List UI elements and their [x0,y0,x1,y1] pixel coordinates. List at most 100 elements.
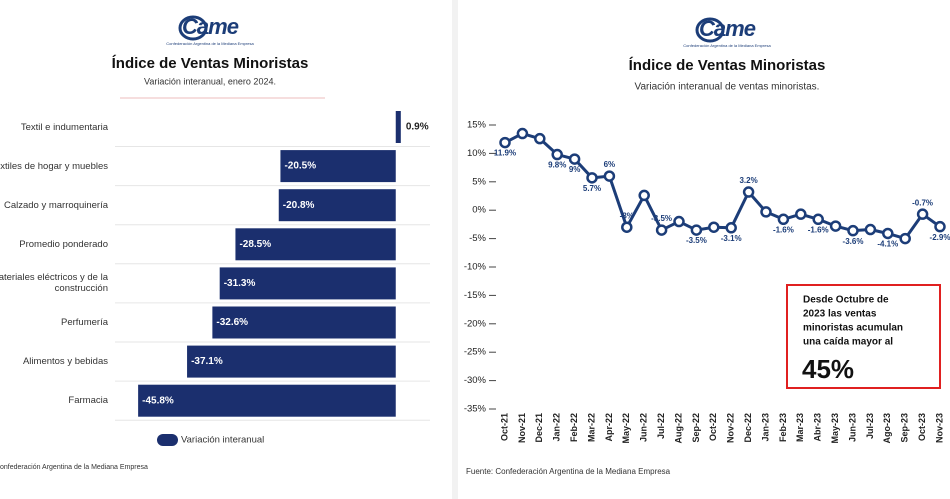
value-label: 11.9% [494,149,516,158]
y-tick-label: 10% [467,148,487,159]
value-label: -32.6% [216,317,248,328]
bar [138,384,396,417]
point [742,186,755,198]
x-tick-label: Dec-22 [743,413,753,443]
value-label: -3.1% [721,234,742,243]
point [534,132,546,145]
logo-caption: Confederación Argentina de la Mediana Em… [683,43,771,48]
point [621,221,633,233]
point [690,224,703,236]
x-tick-label: Jun-23 [847,413,857,442]
y-tick-label: -30% [464,375,487,386]
value-label: -3.5% [651,214,672,223]
point [847,224,859,237]
logo-ring [178,15,208,41]
point [795,208,807,220]
value-label: -3.6% [843,237,864,246]
annotation-line: una caída mayor al [803,337,893,348]
annotation-box [786,284,941,389]
legend-swatch [157,434,178,446]
point [708,221,720,233]
logo: Came [699,16,756,41]
bar [280,150,396,183]
value-label: 5.7% [583,184,601,193]
value-label: -45.8% [142,395,174,406]
category-label: Perfumería [61,317,108,328]
x-tick-label: Oct-21 [499,413,509,441]
point [882,227,894,240]
logo-caption: Confederación Argentina de la Mediana Em… [166,41,254,46]
x-tick-label: Feb-23 [778,413,788,442]
y-tick-label: -35% [464,404,487,415]
x-tick-label: Sep-23 [900,413,910,443]
y-tick-label: -5% [469,233,486,244]
value-label: -31.3% [224,278,256,289]
y-tick-label: -25% [464,347,487,358]
x-tick-label: Nov-23 [934,413,944,443]
bar [187,345,396,378]
source: Fuente: Confederación Argentina de la Me… [466,467,671,476]
category-label: Farmacia [68,395,108,407]
x-tick-label: Mar-23 [795,413,805,442]
point [812,213,824,226]
point [899,232,911,245]
x-tick-label: Jul-23 [865,413,875,439]
category-label: e, materiales eléctricos y de la constru… [0,272,108,295]
x-tick-label: Abr-23 [813,413,823,442]
logo-ring [695,17,725,43]
point [829,220,842,232]
legend-label: Variación interanual [181,435,264,446]
category-label: Textil e indumentaria [20,121,108,133]
point [864,223,877,236]
x-tick-label: Nov-21 [517,413,527,443]
x-tick-label: May-22 [621,413,631,444]
divider [452,0,458,499]
y-tick-label: 15% [467,120,487,131]
point [499,136,511,149]
point [568,153,581,165]
value-label: -37.1% [191,356,223,367]
point [916,208,929,220]
y-tick-label: -10% [464,262,487,273]
value-label: -1.6% [773,225,794,234]
point [655,224,668,236]
x-tick-label: Mar-22 [586,413,596,442]
x-tick-label: May-23 [830,413,840,444]
x-tick-label: Jan-22 [552,413,562,442]
logo: Came [182,14,239,39]
category-label: Alimentos y bebidas [22,356,108,368]
category-label: Promedio ponderado [19,238,108,250]
point [516,127,529,140]
value-label: -28.5% [239,239,271,250]
x-tick-label: Sep-22 [691,413,701,443]
bar [235,228,396,261]
point [603,170,616,182]
x-tick-label: Jan-23 [760,413,770,442]
point [760,206,772,218]
point [638,189,650,202]
annotation-line: Desde Octubre de [803,295,889,306]
point [673,215,685,228]
point [551,148,563,161]
value-label: 3.2% [739,176,757,185]
value-label: 6% [604,160,616,169]
annotation-line: 2023 las ventas [803,309,877,320]
point [586,172,598,184]
point [777,213,790,226]
bar [212,306,396,339]
chart-title: Índice de Ventas Minoristas [629,57,826,74]
category-label: decoración, textiles de hogar y muebles [0,160,108,172]
x-tick-label: Nov-22 [726,413,736,443]
value-label: 0.9% [406,122,429,133]
y-tick-label: 5% [472,176,486,187]
value-label: -1.6% [808,225,829,234]
chart-subtitle: Variación interanual de ventas minorista… [635,82,820,93]
value-label: 9.8% [548,161,566,170]
value-label: -20.8% [283,200,315,211]
chart-subtitle: Variación interanual, enero 2024. [144,76,276,86]
value-label: 9% [569,165,581,174]
x-tick-label: Oct-23 [917,413,927,441]
bar [395,111,401,143]
